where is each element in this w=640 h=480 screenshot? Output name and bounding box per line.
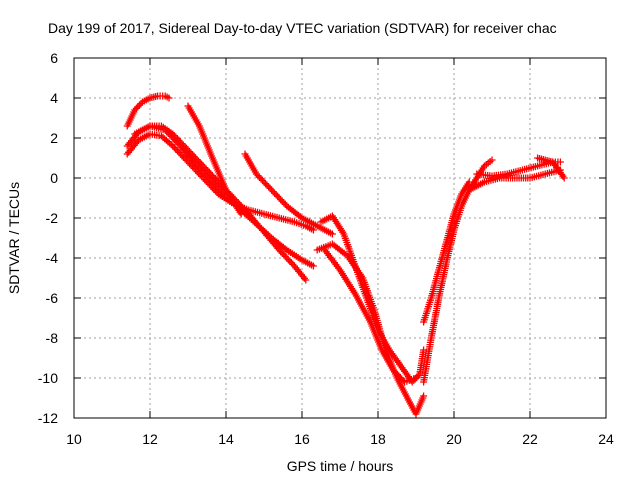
chart-title: Day 199 of 2017, Sidereal Day-to-day VTE…	[48, 20, 557, 36]
series-track-j	[420, 156, 496, 386]
series-track-e	[184, 102, 245, 218]
point-markers-track-a	[123, 92, 173, 130]
y-tick-label: 4	[50, 90, 58, 106]
x-tick-label: 18	[370, 431, 386, 447]
point-markers-track-h	[313, 240, 428, 418]
gridlines	[74, 58, 606, 418]
x-tick-label: 10	[66, 431, 82, 447]
y-tick-label: -12	[38, 410, 58, 426]
point-markers-track-f	[241, 150, 336, 238]
series-track-n	[534, 154, 564, 166]
x-axis-label: GPS time / hours	[287, 458, 394, 474]
x-tick-label: 14	[218, 431, 234, 447]
point-markers-track-i	[321, 246, 420, 386]
series-track-k	[420, 178, 473, 326]
tick-marks	[73, 57, 607, 419]
y-tick-labels: 6 4 2 0 -2 -4 -6 -8 -10 -12	[38, 50, 58, 426]
point-markers-track-l	[465, 166, 564, 194]
y-tick-label: -10	[38, 370, 58, 386]
x-tick-label: 12	[142, 431, 158, 447]
series-track-f	[241, 150, 336, 238]
data-points	[123, 92, 568, 418]
x-tick-label: 24	[598, 431, 614, 447]
plot-frame	[73, 57, 607, 419]
series-track-i	[321, 246, 420, 386]
point-markers-track-e	[184, 102, 245, 218]
x-tick-label: 16	[294, 431, 310, 447]
y-tick-label: -8	[46, 330, 59, 346]
point-markers-track-d	[131, 122, 317, 270]
x-tick-label: 20	[446, 431, 462, 447]
point-markers-track-j	[420, 156, 496, 386]
y-tick-label: 2	[50, 130, 58, 146]
series-track-a	[123, 92, 173, 130]
y-axis-label: SDTVAR / TECUs	[6, 182, 22, 294]
series-track-d	[131, 122, 317, 270]
y-tick-label: -6	[46, 290, 59, 306]
x-tick-labels: 10 12 14 16 18 20 22 24	[66, 431, 614, 447]
point-markers-track-k	[420, 178, 473, 326]
series-track-h	[313, 240, 428, 418]
y-tick-label: 6	[50, 50, 58, 66]
y-tick-label: -4	[46, 250, 59, 266]
point-markers-track-n	[534, 154, 564, 166]
series-track-l	[465, 166, 564, 194]
x-tick-label: 22	[522, 431, 538, 447]
y-tick-label: -2	[46, 210, 59, 226]
y-tick-label: 0	[50, 170, 58, 186]
